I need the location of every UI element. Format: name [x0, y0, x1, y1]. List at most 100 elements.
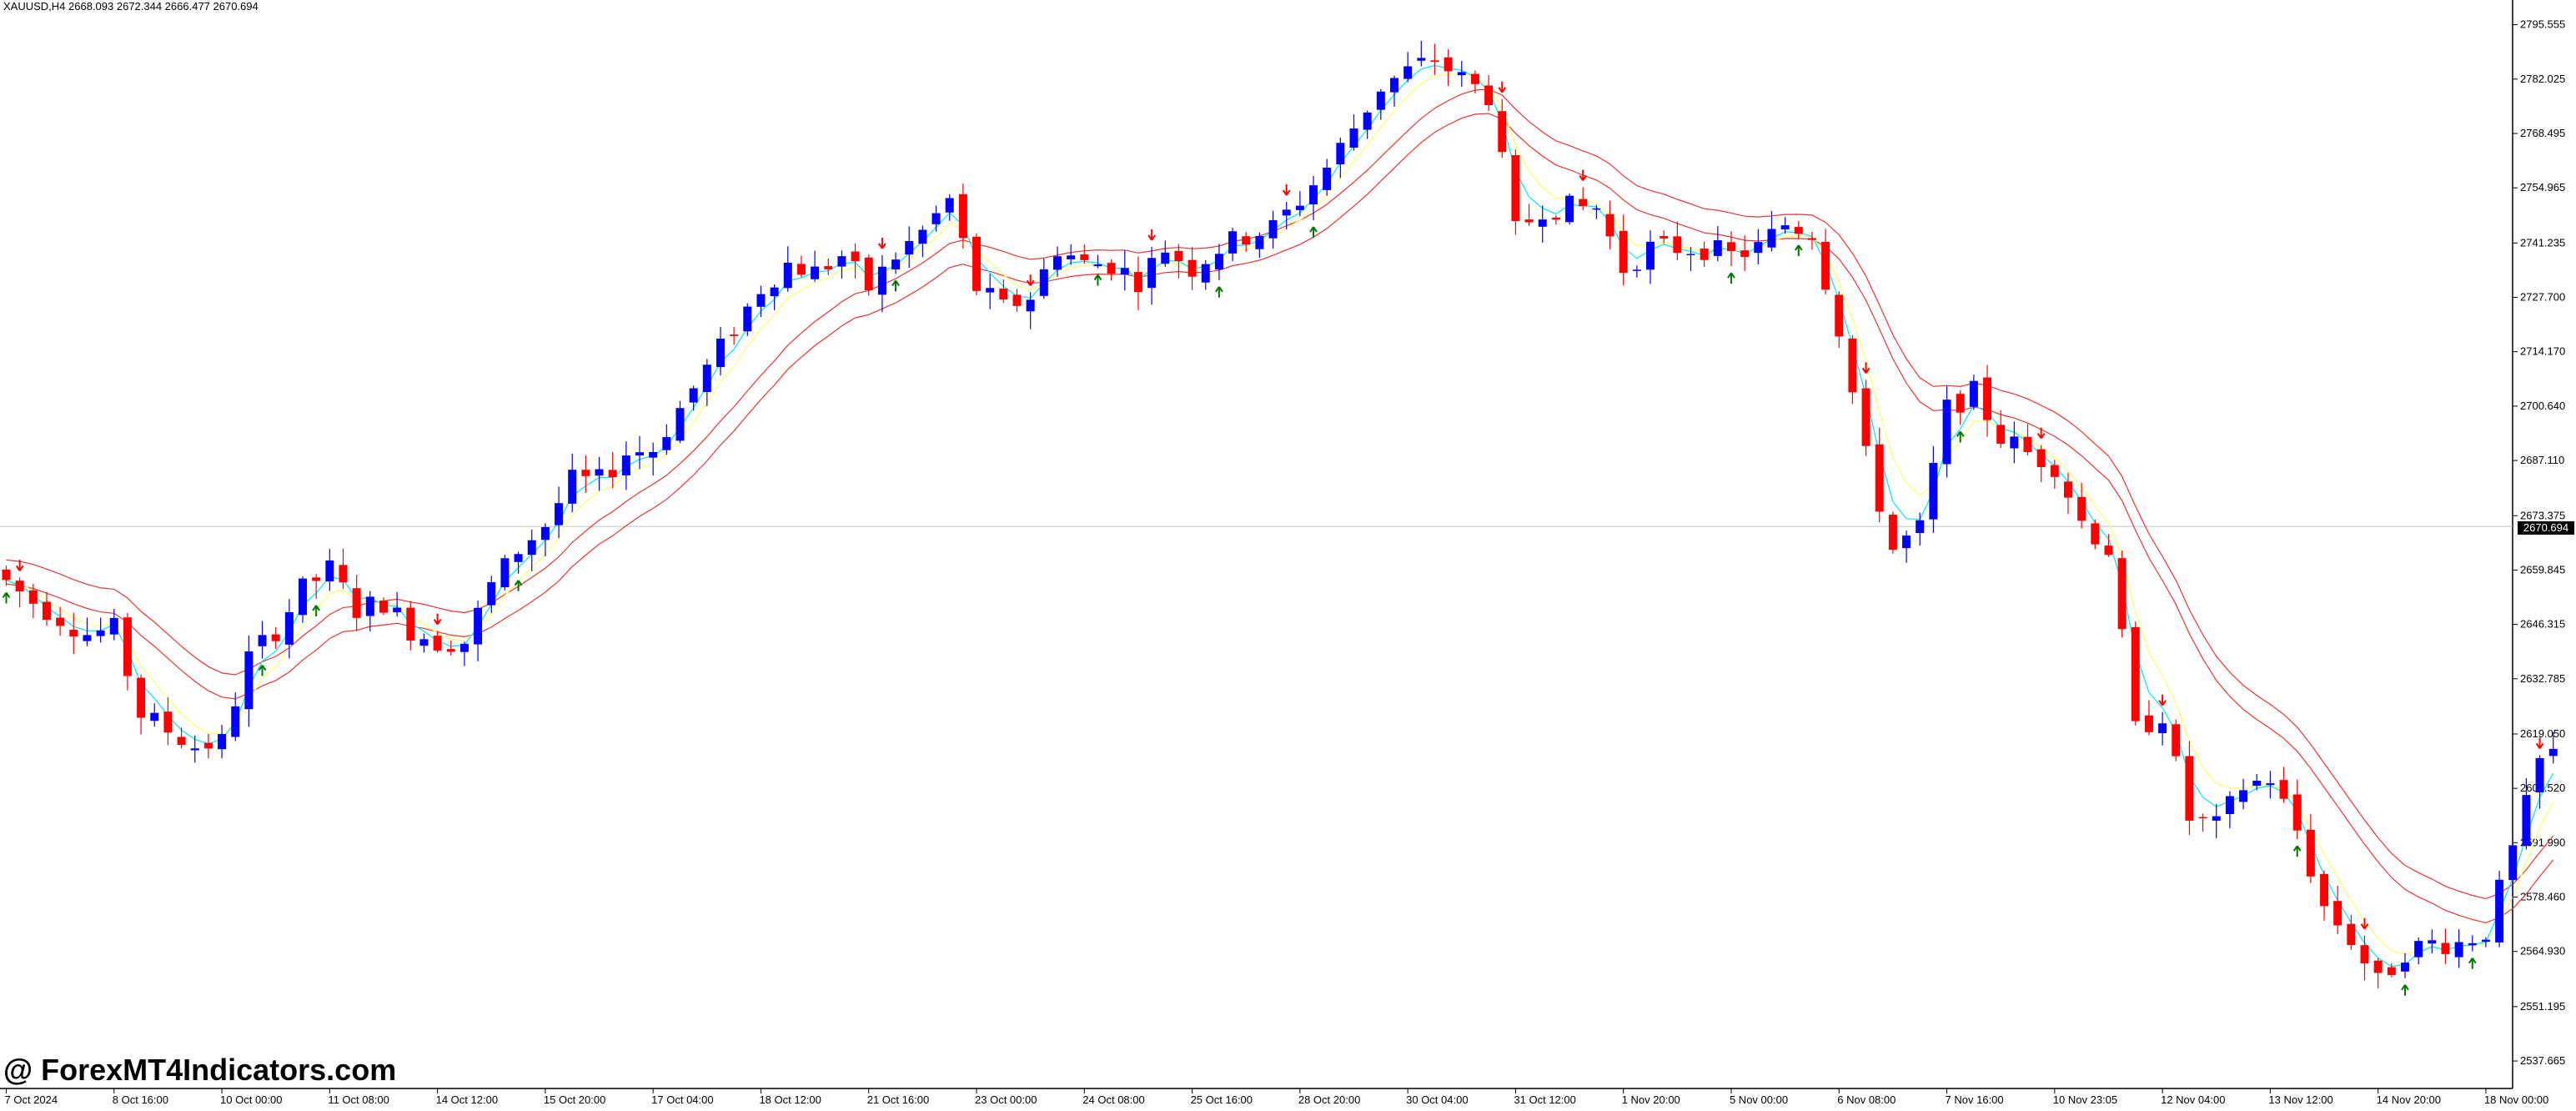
- candle-body: [514, 554, 523, 562]
- candle-body: [379, 601, 388, 613]
- candle-body: [1430, 60, 1439, 63]
- candle-body: [1524, 219, 1534, 223]
- price-tick-label: 2741.235: [2520, 236, 2565, 249]
- time-tick-label: 14 Nov 20:00: [2377, 1093, 2441, 1106]
- watermark: @ ForexMT4Indicators.com: [3, 1053, 397, 1087]
- candle-body: [231, 706, 240, 737]
- price-tick-label: 2754.965: [2520, 181, 2565, 194]
- candle-body: [1093, 264, 1102, 267]
- candle-body: [1147, 258, 1157, 289]
- sell-arrow-icon: [1282, 184, 1291, 196]
- candle-body: [958, 194, 967, 239]
- candle-body: [905, 241, 914, 255]
- candle-body: [986, 288, 995, 293]
- candle-body: [1646, 241, 1655, 270]
- candle-body: [2495, 879, 2504, 943]
- candle-body: [271, 634, 280, 641]
- time-tick-label: 11 Oct 08:00: [328, 1093, 389, 1106]
- candle-body: [527, 540, 536, 556]
- candle-body: [2, 569, 11, 581]
- time-tick-label: 7 Nov 16:00: [1946, 1093, 2004, 1106]
- buy-arrow-icon: [891, 279, 900, 292]
- envelope-upper-line: [6, 88, 2554, 900]
- buy-arrow-icon: [1727, 272, 1735, 284]
- candle-body: [595, 469, 604, 476]
- candle-body: [1700, 249, 1709, 260]
- candle-body: [69, 630, 78, 637]
- candle-body: [2266, 783, 2275, 786]
- candle-body: [1660, 236, 1669, 239]
- candle-body: [109, 617, 118, 635]
- candle-body: [1579, 199, 1588, 207]
- candle-body: [2091, 523, 2100, 545]
- candle-body: [2063, 481, 2072, 498]
- sell-arrow-icon: [878, 237, 886, 249]
- candle-body: [1133, 272, 1142, 293]
- buy-arrow-icon: [2292, 845, 2302, 857]
- price-tick-label: 2727.700: [2520, 291, 2565, 304]
- candle-body: [1295, 205, 1304, 210]
- candle-body: [1713, 240, 1722, 256]
- time-tick-label: 7 Oct 2024: [5, 1093, 58, 1106]
- candle-body: [2548, 748, 2558, 757]
- candle-body: [783, 263, 792, 289]
- candle-body: [1511, 155, 1520, 222]
- candle-body: [2279, 780, 2288, 799]
- candle-body: [945, 198, 954, 213]
- candle-body: [1389, 78, 1398, 93]
- price-tick-label: 2551.195: [2520, 1000, 2565, 1013]
- candle-body: [649, 451, 658, 458]
- candle-body: [28, 590, 38, 604]
- candle-body: [2104, 545, 2113, 556]
- price-tick-label: 2659.845: [2520, 563, 2565, 576]
- buy-arrow-icon: [1215, 286, 1223, 298]
- symbol-header: XAUUSD,H4 2668.093 2672.344 2666.477 267…: [3, 0, 259, 13]
- candle-body: [1848, 338, 1857, 393]
- candle-body: [1201, 264, 1210, 283]
- candle-body: [2252, 781, 2262, 787]
- price-tick-label: 2700.640: [2520, 400, 2565, 412]
- candle-body: [2454, 942, 2463, 958]
- candle-body: [540, 526, 550, 540]
- sell-arrow-icon: [1026, 274, 1035, 286]
- price-tick-label: 2591.990: [2520, 836, 2565, 848]
- time-tick-label: 24 Oct 08:00: [1082, 1093, 1144, 1106]
- candle-body: [1052, 256, 1062, 270]
- time-tick-label: 18 Nov 00:00: [2484, 1093, 2548, 1106]
- buy-arrow-icon: [312, 605, 321, 616]
- candle-body: [83, 635, 92, 641]
- candle-body: [2508, 845, 2518, 881]
- current-price-label: 2670.694: [2518, 521, 2574, 535]
- candle-body: [662, 437, 671, 450]
- candle-body: [1902, 535, 1911, 549]
- candle-body: [1444, 57, 1453, 72]
- candle-body: [1363, 112, 1372, 130]
- candle-body: [635, 452, 645, 456]
- candle-body: [2212, 816, 2221, 821]
- candle-body: [2360, 945, 2369, 964]
- sell-arrow-icon: [2158, 694, 2167, 706]
- candle-body: [2387, 967, 2396, 975]
- candle-body: [1861, 388, 1870, 446]
- buy-arrow-icon: [514, 580, 523, 591]
- candle-body: [756, 294, 766, 307]
- candle-body: [1875, 444, 1884, 512]
- candle-body: [2306, 829, 2315, 877]
- price-tick-label: 2537.665: [2520, 1054, 2565, 1067]
- candle-body: [702, 364, 711, 393]
- price-tick-label: 2673.375: [2520, 509, 2565, 521]
- price-tick-label: 2714.170: [2520, 345, 2565, 358]
- candle-body: [972, 236, 982, 291]
- candle-body: [891, 259, 901, 269]
- buy-arrow-icon: [1956, 430, 1965, 443]
- candle-body: [1726, 242, 1735, 252]
- ma-yellow-line: [6, 73, 2554, 956]
- time-tick-label: 5 Nov 00:00: [1730, 1093, 1788, 1106]
- candle-body: [2414, 941, 2423, 958]
- candle-body: [459, 643, 469, 652]
- candle-body: [15, 581, 24, 592]
- candle-body: [1282, 209, 1291, 216]
- time-tick-label: 10 Oct 00:00: [220, 1093, 282, 1106]
